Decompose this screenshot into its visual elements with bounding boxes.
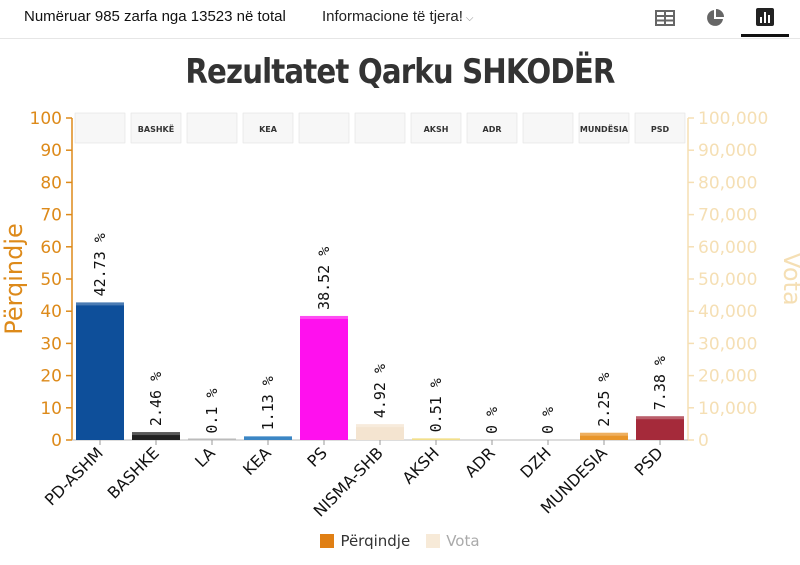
bashke-logo	[130, 112, 182, 144]
bar-psd[interactable]	[636, 416, 684, 440]
mundesia-logo-text: MUNDËSIA	[580, 124, 629, 134]
x-tick-label: PSD	[631, 443, 667, 479]
y2-tick-label: 100,000	[698, 109, 768, 129]
nisma-logo	[354, 112, 406, 144]
bar-kea[interactable]	[244, 436, 292, 440]
x-tick-label: PS	[303, 443, 330, 470]
top-bar: Numëruar 985 zarfa nga 13523 në total In…	[0, 0, 800, 39]
data-label: 2.46 %	[147, 372, 165, 426]
more-info-dropdown[interactable]: Informacione të tjera! ⌵	[322, 8, 474, 25]
legend-item-votes[interactable]: Vota	[426, 532, 480, 550]
y-tick-label: 80	[40, 173, 62, 193]
y-tick-label: 20	[40, 367, 62, 387]
legend-item-percent[interactable]: Përqindje	[320, 532, 410, 550]
x-tick-label: ADR	[461, 443, 499, 481]
bar-aksh[interactable]	[412, 438, 460, 440]
y-tick-label: 50	[40, 270, 62, 290]
data-label: 38.52 %	[315, 247, 333, 310]
data-label: 7.38 %	[651, 356, 669, 410]
y-tick-label: 30	[40, 334, 62, 354]
bar-mundesia[interactable]	[580, 432, 628, 440]
y2-tick-label: 50,000	[698, 270, 757, 290]
y-tick-label: 40	[40, 302, 62, 322]
bar-bashke[interactable]	[132, 432, 180, 440]
pie-chart-icon	[707, 9, 724, 26]
aksh-logo-text: AKSH	[424, 125, 449, 134]
counted-envelopes-text: Numëruar 985 zarfa nga 13523 në total	[24, 8, 286, 25]
bar-la[interactable]	[188, 438, 236, 441]
bar-chart: 0 10 20 30 40 50 60 70 80 90 100 0 10,000 20,000 30,00…	[0, 109, 800, 521]
legend-swatch-votes	[426, 534, 441, 548]
x-tick-label: LA	[191, 443, 219, 471]
tab-table[interactable]	[641, 0, 689, 36]
bar-highlight	[636, 416, 684, 420]
y2-axis-title: Vota	[778, 252, 800, 305]
mundesia-logo	[578, 112, 630, 144]
tab-bar-chart[interactable]	[741, 0, 789, 37]
bar-pd-ashm[interactable]	[76, 302, 124, 440]
legend-label-percent: Përqindje	[340, 532, 411, 550]
x-tick-label: AKSH	[399, 443, 443, 487]
data-label: 4.92 %	[371, 364, 389, 418]
legend-swatch-percent	[320, 534, 335, 548]
data-label: 2.25 %	[595, 373, 613, 427]
y-tick-label: 70	[40, 206, 62, 226]
bar-highlight	[356, 424, 404, 428]
y2-tick-label: 70,000	[698, 206, 757, 226]
y-tick-label: 60	[40, 238, 62, 258]
data-label: 0.51 %	[427, 378, 445, 432]
data-label: 0 %	[539, 407, 557, 434]
bar-highlight	[132, 432, 180, 436]
bar-ps[interactable]	[300, 315, 348, 440]
y2-tick-label: 60,000	[698, 238, 757, 258]
data-label: 0 %	[483, 407, 501, 434]
dzh-logo	[522, 112, 574, 144]
y-axis-title: Përqindje	[0, 223, 28, 335]
chevron-down-icon: ⌵	[465, 13, 474, 24]
data-label: 1.13 %	[259, 376, 277, 430]
y-tick-label: 0	[51, 431, 62, 451]
y-tick-label: 90	[40, 141, 62, 161]
pd-logo	[74, 112, 126, 144]
x-tick-label: KEA	[239, 443, 275, 479]
tab-pie-chart[interactable]	[691, 0, 739, 36]
bar-chart-icon	[756, 8, 774, 26]
x-tick-label: PD-ASHM	[41, 443, 107, 509]
psd-logo	[634, 112, 686, 144]
x-tick-label: DZH	[516, 443, 554, 481]
chart-title: Rezultatet Qarku SHKODËR	[185, 52, 615, 92]
bar-highlight	[580, 432, 628, 436]
x-tick-label: BASHKE	[104, 443, 163, 502]
y-tick-label: 100	[30, 109, 62, 129]
y-tick-label: 10	[40, 399, 62, 419]
kea-logo	[242, 112, 294, 144]
aksh-logo	[410, 112, 462, 144]
bashke-logo-text: BASHKË	[138, 124, 174, 134]
adr-logo-text: ADR	[483, 125, 502, 134]
ps-logo	[298, 112, 350, 144]
bar-nisma-shb[interactable]	[356, 424, 404, 440]
more-info-label: Informacione të tjera!	[322, 8, 463, 25]
bar-highlight	[76, 302, 124, 306]
bar-highlight	[300, 315, 348, 319]
y2-tick-label: 0	[698, 431, 709, 451]
y2-tick-label: 30,000	[698, 334, 757, 354]
legend-label-votes: Vota	[446, 532, 480, 550]
y2-tick-label: 90,000	[698, 141, 757, 161]
data-label: 42.73 %	[91, 233, 109, 296]
y2-tick-label: 20,000	[698, 367, 757, 387]
table-icon	[655, 10, 675, 26]
la-logo	[186, 112, 238, 144]
y2-tick-label: 40,000	[698, 302, 757, 322]
y2-tick-label: 10,000	[698, 399, 757, 419]
y2-tick-label: 80,000	[698, 173, 757, 193]
data-label: 0.1 %	[203, 389, 221, 434]
kea-logo-text: KEA	[259, 125, 278, 134]
adr-logo	[466, 112, 518, 144]
psd-logo-text: PSD	[651, 125, 670, 134]
chart-legend: Përqindje Vota	[0, 532, 800, 550]
